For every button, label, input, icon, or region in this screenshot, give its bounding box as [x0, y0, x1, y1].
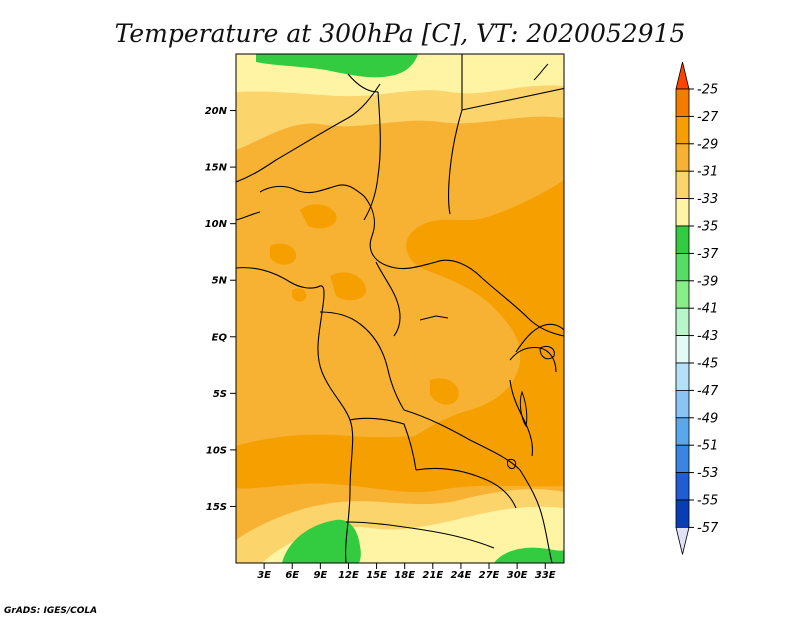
colorbar-swatch	[675, 472, 690, 501]
colorbar-label: -57	[697, 521, 719, 536]
y-axis: 20N 15N 10N 5N EQ 5S 10S 15S	[205, 106, 236, 513]
chart-title: Temperature at 300hPa [C], VT: 202005291…	[115, 19, 686, 48]
colorbar-label: -25	[697, 83, 718, 98]
x-tick-label: 30E	[507, 570, 528, 581]
colorbar-label: -39	[697, 274, 718, 289]
colorbar-swatch	[675, 307, 690, 337]
region-southeast-green-patch	[494, 547, 564, 563]
colorbar-label: -53	[697, 466, 718, 481]
y-tick-label: 10S	[206, 445, 227, 456]
colorbar-swatch	[675, 362, 690, 391]
colorbar-swatch	[675, 444, 690, 474]
colorbar-label: -27	[697, 110, 719, 125]
colorbar-swatch	[675, 88, 690, 117]
colorbar-label: -49	[697, 411, 718, 426]
colorbar-label: -47	[697, 384, 719, 399]
x-axis: 3E 6E 9E 12E 15E 18E 21E 24E 27E 30E 33E	[257, 563, 556, 581]
colorbar-label: -35	[697, 220, 718, 235]
warm-blob	[292, 288, 307, 302]
colorbar-label: -51	[697, 439, 718, 454]
x-tick-label: 27E	[479, 570, 500, 581]
x-tick-label: 15E	[366, 570, 387, 581]
region-southwest-green-patch	[282, 519, 361, 563]
colorbar-swatch	[675, 499, 690, 528]
colorbar-swatch	[675, 280, 690, 309]
y-tick-label: 20N	[205, 106, 228, 117]
colorbar-swatch	[675, 389, 690, 419]
country-borders	[236, 54, 564, 563]
colorbar-swatch	[675, 252, 690, 282]
map-frame	[235, 53, 565, 564]
colorbar-label: -33	[697, 192, 718, 207]
region-east-warm-zone	[404, 180, 564, 452]
colorbar-swatch	[675, 335, 690, 364]
colorbar-swatch	[675, 170, 690, 199]
y-tick-label: 5S	[213, 389, 227, 400]
credit-label: GrADS: IGES/COLA	[4, 606, 97, 616]
lakes	[419, 315, 555, 469]
y-tick-label: 10N	[205, 219, 228, 230]
colorbar-swatch	[675, 116, 690, 145]
y-tick-label: EQ	[212, 332, 228, 343]
y-tick-label: 15S	[206, 502, 227, 513]
colorbar-swatch	[675, 417, 690, 446]
colorbar: -25 -27 -29 -31 -33 -35 -37 -39 -41 -43 -45 -47 -49 -…	[675, 61, 719, 555]
colorbar-label: -55	[697, 494, 718, 509]
x-tick-label: 3E	[257, 570, 271, 581]
coastline-northeast	[533, 63, 549, 81]
colorbar-swatch	[675, 143, 690, 172]
x-tick-label: 9E	[313, 570, 327, 581]
warm-blob	[270, 243, 297, 265]
colorbar-label: -31	[697, 165, 718, 180]
warm-blob	[300, 204, 337, 229]
x-tick-label: 33E	[535, 570, 556, 581]
colorbar-swatch	[675, 225, 690, 254]
warm-blob	[430, 378, 459, 405]
map-panel	[236, 54, 564, 563]
colorbar-label: -45	[697, 357, 718, 372]
colorbar-top-arrow	[675, 61, 690, 90]
x-tick-label: 6E	[285, 570, 299, 581]
colorbar-swatch	[675, 198, 690, 227]
x-tick-label: 21E	[422, 570, 443, 581]
y-tick-label: 15N	[205, 163, 228, 174]
x-tick-label: 12E	[338, 570, 359, 581]
colorbar-bottom-arrow	[675, 527, 690, 555]
x-tick-label: 24E	[451, 570, 472, 581]
colorbar-label: -41	[697, 302, 718, 317]
x-tick-label: 18E	[394, 570, 415, 581]
warm-blob	[330, 272, 367, 301]
colorbar-label: -43	[697, 329, 718, 344]
region-north-green-patch	[256, 54, 418, 78]
y-tick-label: 5N	[212, 276, 228, 287]
colorbar-label: -37	[697, 247, 719, 262]
colorbar-label: -29	[697, 137, 718, 152]
